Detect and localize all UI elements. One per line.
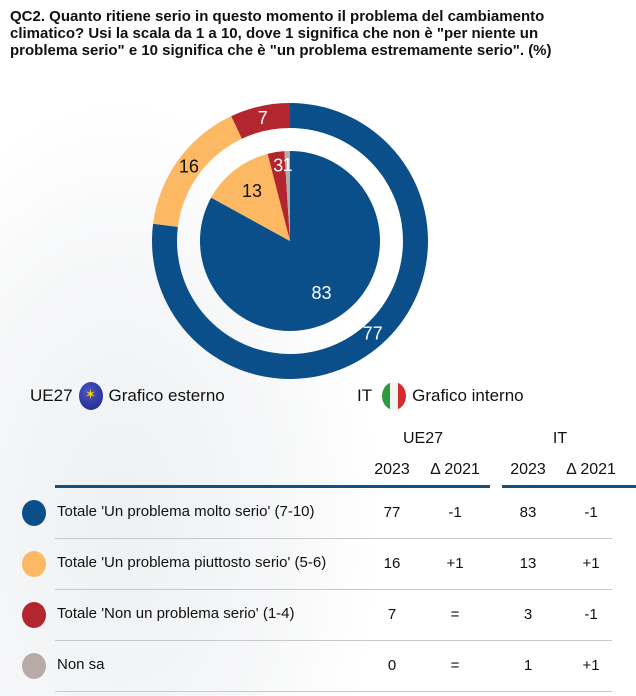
cell-value: =	[450, 657, 460, 674]
row-label: Totale 'Un problema piuttosto serio' (5-…	[57, 554, 327, 571]
outer-slice-1	[153, 116, 242, 227]
legend-inner-code: IT	[357, 386, 373, 405]
cell-value: 83	[519, 504, 537, 521]
group-header-ue27: UE27	[402, 430, 444, 447]
table-row: Totale 'Un problema molto serio' (7-10) 7…	[0, 488, 636, 539]
row-divider	[55, 691, 612, 692]
inner-data-label: 83	[312, 283, 332, 303]
chart-title: QC2. Quanto ritiene serio in questo mome…	[10, 8, 552, 59]
cell-value: -1	[584, 606, 598, 623]
inner-slice-1	[211, 153, 290, 241]
inner-data-label: 3	[273, 156, 283, 176]
cell-value: 7	[387, 606, 397, 623]
row-divider	[55, 640, 612, 641]
table-row: Non sa 0 = 1 +1	[0, 641, 636, 692]
cell-value: -1	[584, 504, 598, 521]
cell-value: 3	[523, 606, 533, 623]
cell-value: =	[450, 606, 460, 623]
inner-slice-2	[267, 151, 290, 241]
table-row: Totale 'Un problema piuttosto serio' (5-…	[0, 539, 636, 590]
cell-value: 13	[519, 555, 537, 572]
legend-outer-code: UE27	[30, 386, 73, 405]
outer-data-label: 7	[258, 108, 268, 128]
inner-slice-0	[199, 151, 380, 331]
cell-value: +1	[446, 555, 464, 572]
outer-data-label: 16	[179, 156, 199, 176]
legend-dot-icon	[22, 602, 46, 628]
legend-dot-icon	[22, 653, 46, 679]
cell-value: +1	[582, 555, 600, 572]
cell-value: -1	[448, 504, 462, 521]
row-label: Totale 'Non un problema serio' (1-4)	[57, 605, 295, 622]
inner-data-label: 1	[283, 155, 293, 175]
col-header: 2023	[374, 461, 410, 478]
legend-inner: IT Grafico interno	[357, 382, 524, 410]
row-divider	[55, 589, 612, 590]
legend-dot-icon	[22, 500, 46, 526]
row-label: Totale 'Un problema molto serio' (7-10)	[57, 503, 315, 520]
legend-dot-icon	[22, 551, 46, 577]
header-divider-ue27	[55, 485, 490, 488]
cell-value: 77	[383, 504, 401, 521]
row-label: Non sa	[57, 656, 105, 673]
cell-value: 0	[387, 657, 397, 674]
legend-inner-label: Grafico interno	[412, 386, 524, 405]
outer-slice-2	[231, 103, 290, 139]
cell-value: 1	[523, 657, 533, 674]
legend-outer-label: Grafico esterno	[108, 386, 225, 405]
col-header: Δ 2021	[430, 461, 480, 478]
inner-slice-3	[284, 151, 290, 241]
group-header-it: IT	[552, 430, 568, 447]
col-header: 2023	[510, 461, 546, 478]
inner-data-label: 13	[242, 181, 262, 201]
legend-outer: UE27 Grafico esterno	[30, 382, 225, 410]
donut-chart: 77 16 7 83 13 3 1	[152, 103, 429, 379]
header-divider-it	[502, 485, 636, 488]
row-divider	[55, 538, 612, 539]
italy-flag-icon	[382, 382, 407, 410]
col-header: Δ 2021	[566, 461, 616, 478]
cell-value: 16	[383, 555, 401, 572]
cell-value: +1	[582, 657, 600, 674]
eu-flag-icon	[78, 382, 103, 410]
table-row: Totale 'Non un problema serio' (1-4) 7 = 3 -…	[0, 590, 636, 641]
outer-data-label: 77	[363, 324, 383, 344]
